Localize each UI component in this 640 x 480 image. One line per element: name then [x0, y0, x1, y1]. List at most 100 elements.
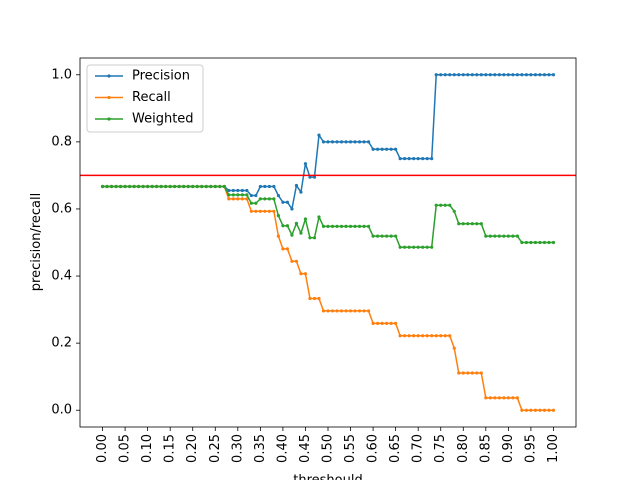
y-tick-label: 0.0 — [51, 403, 72, 418]
data-point-precision — [326, 140, 330, 144]
data-point-recall — [362, 309, 366, 313]
data-point-precision — [330, 140, 335, 144]
data-point-recall — [385, 321, 389, 325]
y-tick-label: 0.8 — [51, 134, 72, 149]
data-point-precision — [425, 157, 429, 161]
x-axis-label: threshould — [293, 473, 362, 480]
data-point-precision — [502, 73, 506, 77]
data-point-precision — [357, 140, 362, 144]
x-tick-label: 0.15 — [163, 434, 178, 463]
data-point-precision — [479, 73, 483, 77]
data-point-recall — [479, 371, 483, 375]
data-point-weighted — [209, 184, 213, 189]
data-point-weighted — [371, 234, 375, 238]
data-point-weighted — [294, 221, 299, 225]
data-point-weighted — [493, 234, 497, 238]
x-tick-label: 0.50 — [321, 434, 336, 463]
data-point-weighted — [312, 236, 317, 240]
data-point-recall — [443, 334, 447, 338]
x-tick-label: 0.20 — [185, 434, 200, 463]
data-point-weighted — [524, 240, 529, 245]
data-point-weighted — [385, 234, 389, 238]
data-point-recall — [312, 296, 317, 301]
legend-marker-recall — [107, 95, 111, 100]
data-point-weighted — [249, 201, 253, 205]
data-point-weighted — [290, 233, 294, 237]
data-point-weighted — [362, 224, 366, 228]
data-point-recall — [403, 334, 407, 338]
data-point-weighted — [177, 184, 181, 189]
data-point-precision — [227, 188, 231, 193]
data-point-weighted — [425, 245, 429, 249]
data-point-weighted — [357, 224, 362, 228]
data-point-precision — [236, 188, 240, 193]
data-point-recall — [231, 197, 235, 201]
data-point-weighted — [457, 222, 461, 226]
data-point-precision — [461, 73, 465, 77]
data-point-precision — [362, 140, 366, 144]
data-point-recall — [421, 334, 425, 338]
data-point-weighted — [339, 224, 344, 228]
y-axis-label: precision/recall — [29, 193, 44, 291]
data-point-recall — [520, 408, 524, 412]
data-point-recall — [267, 209, 271, 213]
data-point-weighted — [146, 184, 150, 189]
data-point-precision — [254, 193, 258, 198]
data-point-precision — [493, 73, 497, 77]
data-point-recall — [412, 334, 416, 338]
data-point-recall — [376, 321, 380, 325]
data-point-recall — [425, 334, 429, 338]
data-point-weighted — [380, 234, 384, 238]
y-tick-label: 1.0 — [51, 67, 72, 82]
data-point-recall — [299, 272, 303, 276]
data-point-recall — [515, 396, 519, 400]
data-point-weighted — [150, 184, 154, 189]
legend-label-weighted: Weighted — [132, 112, 194, 127]
data-point-weighted — [506, 234, 510, 238]
data-point-precision — [249, 193, 253, 198]
data-point-weighted — [533, 240, 538, 245]
data-point-weighted — [222, 184, 226, 189]
data-point-weighted — [443, 203, 447, 207]
data-point-weighted — [317, 215, 321, 219]
data-point-recall — [542, 408, 547, 412]
data-point-weighted — [484, 234, 488, 238]
data-point-precision — [385, 147, 389, 151]
data-point-precision — [533, 73, 538, 77]
data-point-precision — [448, 73, 452, 77]
data-point-recall — [344, 309, 348, 313]
data-point-weighted — [276, 214, 280, 218]
data-point-weighted — [529, 240, 533, 245]
data-point-weighted — [114, 184, 118, 189]
data-point-weighted — [335, 224, 339, 228]
x-tick-label: 0.70 — [411, 434, 426, 463]
data-point-recall — [511, 396, 515, 400]
data-point-precision — [344, 140, 348, 144]
data-point-weighted — [204, 184, 208, 189]
y-tick-label: 0.4 — [51, 269, 72, 284]
data-point-recall — [353, 309, 357, 313]
data-point-weighted — [479, 222, 483, 226]
data-point-weighted — [231, 193, 235, 197]
data-point-precision — [394, 147, 398, 151]
data-point-recall — [524, 408, 529, 412]
data-point-recall — [263, 209, 267, 213]
data-point-weighted — [551, 240, 556, 245]
data-point-precision — [421, 157, 425, 161]
data-point-recall — [533, 408, 538, 412]
data-point-weighted — [186, 184, 190, 189]
x-tick-label: 0.55 — [343, 434, 358, 463]
data-point-weighted — [466, 222, 470, 226]
data-point-weighted — [191, 184, 195, 189]
data-point-weighted — [502, 234, 506, 238]
data-point-recall — [416, 334, 420, 338]
data-point-recall — [335, 309, 339, 313]
data-point-weighted — [285, 224, 290, 228]
y-tick-label: 0.2 — [51, 336, 72, 351]
x-tick-label: 0.90 — [501, 434, 516, 463]
data-point-precision — [258, 184, 262, 189]
data-point-weighted — [389, 234, 393, 238]
data-point-precision — [434, 73, 438, 77]
x-tick-label: 1.00 — [546, 434, 561, 463]
